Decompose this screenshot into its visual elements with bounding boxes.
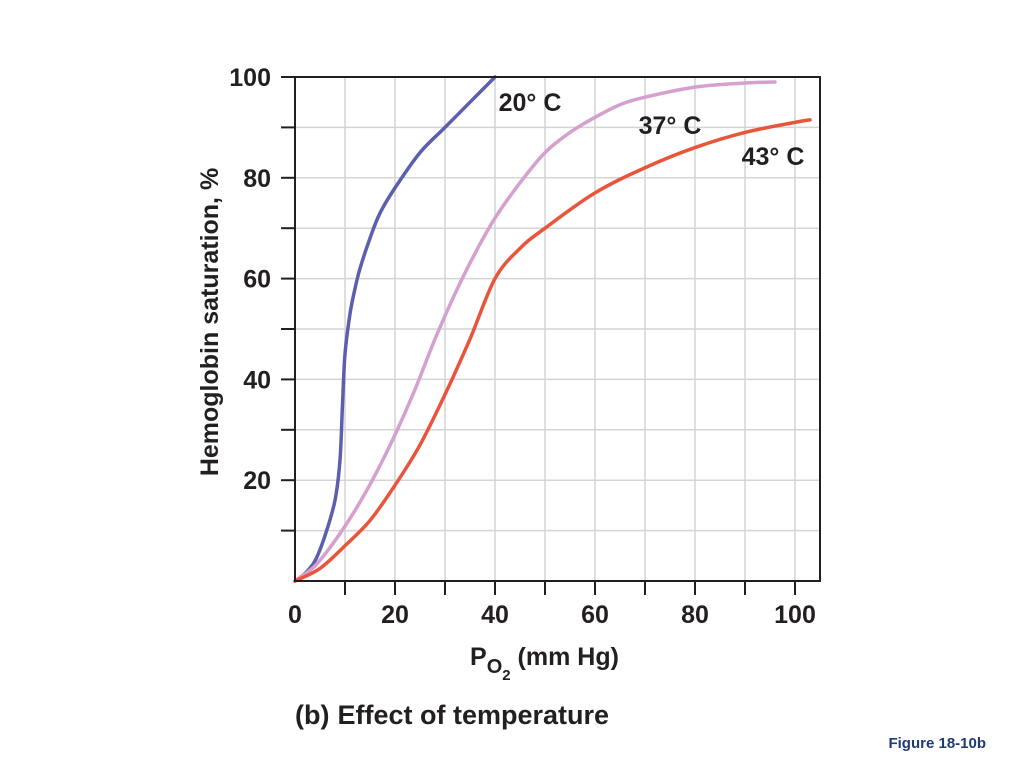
x-tick-label: 60 bbox=[581, 601, 609, 629]
y-tick-label: 100 bbox=[229, 64, 271, 92]
y-tick-label: 80 bbox=[243, 165, 271, 193]
series-line bbox=[293, 80, 777, 583]
x-tick-label: 0 bbox=[288, 601, 302, 629]
series-label: 43° C bbox=[742, 143, 805, 171]
figure-caption: (b) Effect of temperature bbox=[295, 700, 609, 731]
y-axis-title: Hemoglobin saturation, % bbox=[196, 168, 224, 476]
series-label: 37° C bbox=[639, 112, 702, 140]
y-tick-label: 20 bbox=[243, 467, 271, 495]
x-axis-title-rest: (mm Hg) bbox=[511, 643, 619, 671]
x-axis-title: PO2 (mm Hg) bbox=[470, 643, 619, 684]
tick-labels: 0 20 40 60 80 100 20 40 60 80 100 bbox=[229, 64, 816, 629]
x-axis-title-main: P bbox=[470, 643, 487, 671]
series-label: 20° C bbox=[499, 89, 562, 117]
x-axis-title-sub: O bbox=[487, 656, 503, 678]
figure-number: Figure 18-10b bbox=[888, 735, 986, 752]
grid bbox=[295, 76, 820, 581]
series-line bbox=[293, 118, 812, 583]
series-line bbox=[293, 75, 497, 583]
ticks bbox=[281, 76, 796, 595]
x-tick-label: 40 bbox=[481, 601, 509, 629]
series-labels: 20° C 37° C 43° C bbox=[499, 89, 805, 171]
caption-text: Effect of temperature bbox=[337, 700, 610, 730]
x-tick-label: 80 bbox=[681, 601, 709, 629]
y-tick-label: 60 bbox=[243, 266, 271, 294]
x-axis-title-subsub: 2 bbox=[502, 667, 510, 684]
x-tick-label: 100 bbox=[774, 601, 816, 629]
x-tick-label: 20 bbox=[381, 601, 409, 629]
caption-letter: (b) bbox=[295, 700, 330, 730]
y-tick-label: 40 bbox=[243, 366, 271, 394]
curves bbox=[293, 75, 812, 583]
